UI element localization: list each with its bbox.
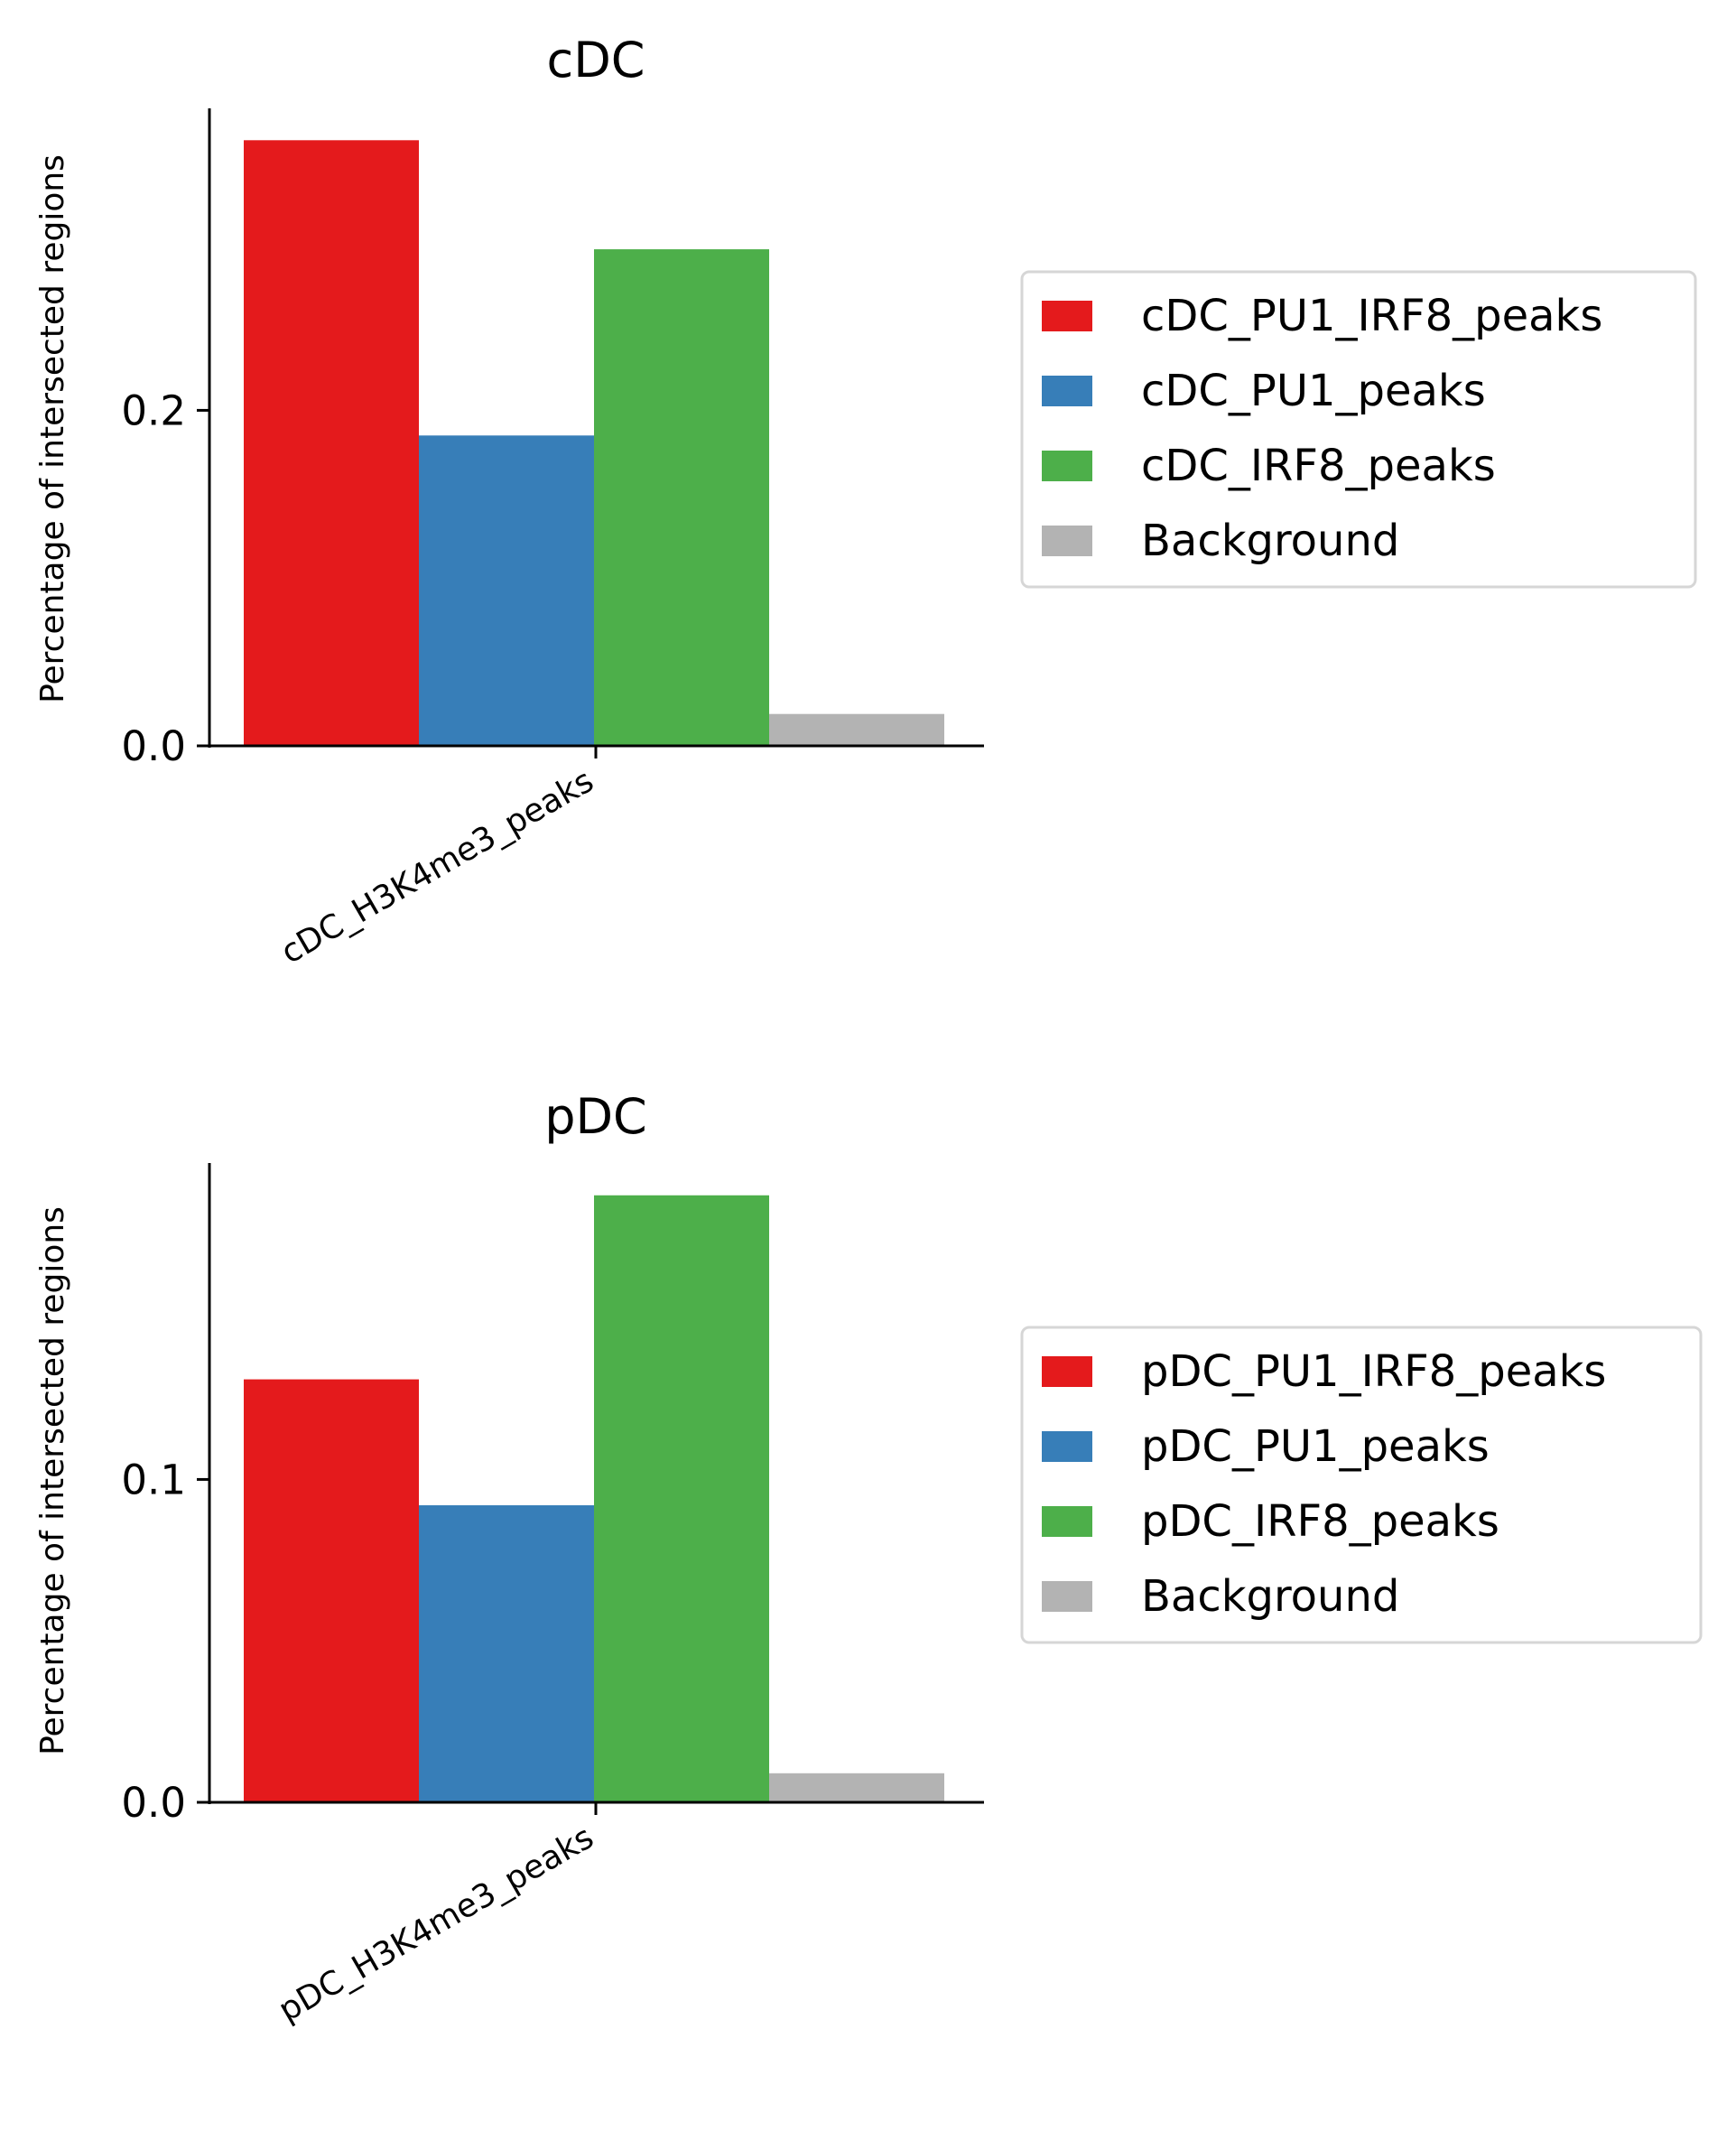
bar-group bbox=[244, 1195, 944, 1802]
y-tick-label: 0.1 bbox=[121, 1456, 186, 1503]
y-tick-label: 0.0 bbox=[121, 1779, 186, 1827]
legend: cDC_PU1_IRF8_peaks cDC_PU1_peaks cDC_IRF8_… bbox=[1020, 270, 1697, 589]
legend-label: pDC_PU1_peaks bbox=[1141, 1421, 1490, 1472]
chart-panel-cdc: cDC Percentage of intersected regions 0.… bbox=[34, 32, 1697, 972]
bar-background bbox=[769, 713, 944, 746]
chart-title: cDC bbox=[547, 32, 645, 88]
legend-swatch bbox=[1042, 1431, 1092, 1462]
chart-panel-pdc: pDC Percentage of intersected regions 0.… bbox=[34, 1088, 1703, 2029]
chart-title: pDC bbox=[544, 1088, 647, 1145]
legend-label: Background bbox=[1141, 1571, 1399, 1622]
legend-label: pDC_IRF8_peaks bbox=[1141, 1496, 1499, 1547]
legend-label: cDC_PU1_peaks bbox=[1141, 366, 1486, 416]
legend-swatch bbox=[1042, 1506, 1092, 1537]
legend-label: cDC_IRF8_peaks bbox=[1141, 441, 1496, 491]
legend-frame bbox=[1020, 1326, 1703, 1644]
y-axis-label: Percentage of intersected regions bbox=[34, 1206, 71, 1755]
y-ticks: 0.0 0.1 bbox=[121, 1456, 209, 1827]
y-tick-label: 0.0 bbox=[121, 722, 186, 770]
legend-swatch bbox=[1042, 1356, 1092, 1387]
legend-frame bbox=[1020, 270, 1697, 589]
bar-background bbox=[769, 1773, 944, 1802]
y-ticks: 0.0 0.2 bbox=[121, 386, 209, 770]
x-tick-label: cDC_H3K4me3_peaks bbox=[275, 762, 600, 971]
bar-cdc-pu1-irf8-peaks bbox=[244, 140, 419, 747]
legend-label: cDC_PU1_IRF8_peaks bbox=[1141, 291, 1602, 341]
x-tick-label: pDC_H3K4me3_peaks bbox=[273, 1819, 600, 2029]
bar-cdc-pu1-peaks bbox=[419, 435, 594, 746]
legend-swatch bbox=[1042, 1581, 1092, 1612]
y-axis-label: Percentage of intersected regions bbox=[34, 154, 71, 703]
legend-swatch bbox=[1042, 376, 1092, 406]
bar-group bbox=[244, 140, 944, 747]
bar-pdc-pu1-peaks bbox=[419, 1505, 594, 1802]
bar-pdc-pu1-irf8-peaks bbox=[244, 1379, 419, 1802]
legend-swatch bbox=[1042, 301, 1092, 331]
bar-cdc-irf8-peaks bbox=[594, 249, 769, 746]
legend-swatch bbox=[1042, 451, 1092, 481]
legend: pDC_PU1_IRF8_peaks pDC_PU1_peaks pDC_IRF8_… bbox=[1020, 1326, 1703, 1644]
y-tick-label: 0.2 bbox=[121, 386, 186, 434]
bar-pdc-irf8-peaks bbox=[594, 1195, 769, 1802]
legend-swatch bbox=[1042, 526, 1092, 556]
legend-label: Background bbox=[1141, 516, 1399, 566]
legend-label: pDC_PU1_IRF8_peaks bbox=[1141, 1346, 1606, 1397]
